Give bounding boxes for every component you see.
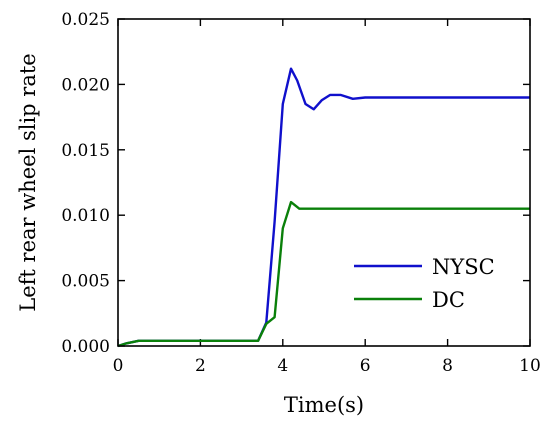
y-tick-label: 0.020 (61, 75, 110, 95)
x-tick-label: 10 (519, 356, 541, 376)
series-line-nysc (117, 67, 530, 348)
axis-ticks: 0 2 4 6 8 10 0.000 0.005 0.010 0.015 0.020 0.025 (61, 10, 540, 376)
legend: NYSC DC (354, 255, 495, 312)
y-tick-label: 0.000 (61, 337, 110, 357)
y-axis-label: Left rear wheel slip rate (16, 53, 40, 311)
series-layer (117, 67, 530, 348)
y-tick-label: 0.015 (61, 141, 110, 161)
x-tick-label: 8 (442, 356, 453, 376)
x-axis-label: Time(s) (284, 393, 364, 417)
y-tick-label: 0.025 (61, 10, 110, 30)
legend-label-nysc: NYSC (432, 255, 495, 279)
legend-label-dc: DC (432, 288, 465, 312)
x-tick-label: 6 (360, 356, 371, 376)
x-tick-label: 2 (195, 356, 206, 376)
y-tick-label: 0.005 (61, 272, 110, 292)
y-tick-label: 0.010 (61, 206, 110, 226)
x-tick-label: 0 (113, 356, 124, 376)
plot-frame (117, 18, 531, 347)
x-tick-label: 4 (277, 356, 288, 376)
series-line-dc (117, 200, 530, 348)
